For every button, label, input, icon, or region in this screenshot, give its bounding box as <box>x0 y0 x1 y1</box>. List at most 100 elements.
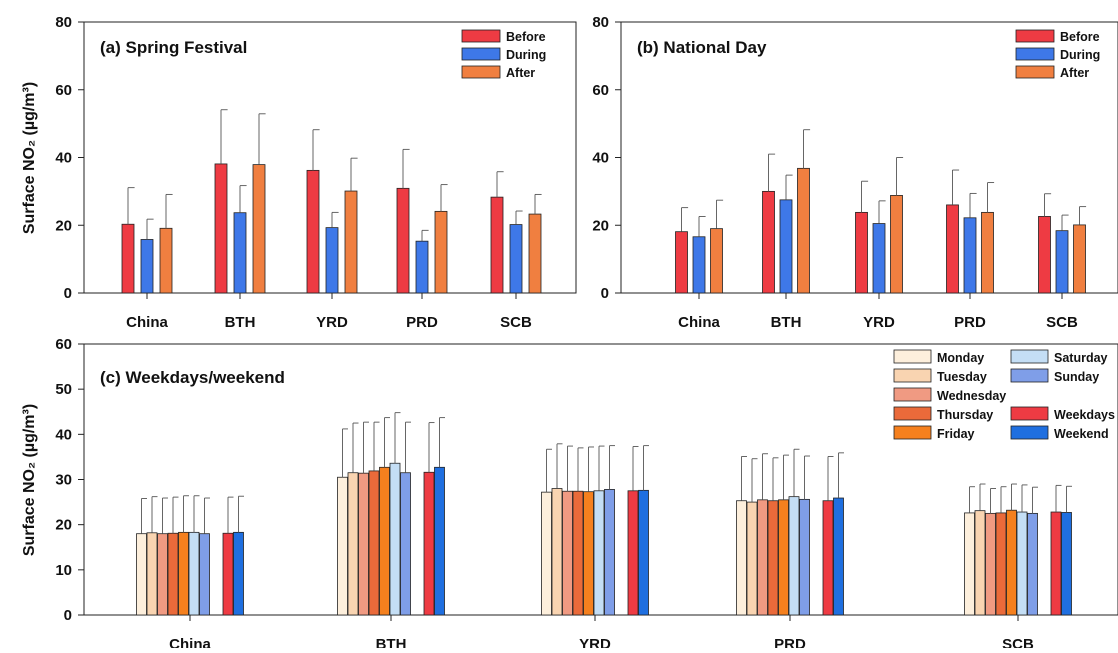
x-tick-label: YRD <box>316 314 348 331</box>
bar-tuesday-prd <box>746 501 758 616</box>
bar-before-china <box>121 223 135 294</box>
bar-wednesday-china <box>157 533 168 616</box>
bar-during-prd <box>415 240 429 294</box>
bar-after-scb <box>528 213 542 294</box>
y-tick-label: 30 <box>55 472 72 489</box>
bar-wednesday-prd <box>757 499 768 616</box>
bar-weekend-china <box>233 531 244 616</box>
legend-label-during: During <box>1060 48 1100 62</box>
bar-friday-prd <box>778 499 789 616</box>
bar-before-prd <box>946 204 959 294</box>
bar-weekdays-prd <box>822 500 834 616</box>
bar-sunday-bth <box>400 472 411 616</box>
panel-title: (b) National Day <box>637 38 767 57</box>
x-tick-label: PRD <box>774 636 806 648</box>
bar-during-yrd <box>872 223 886 294</box>
bar-after-scb <box>1073 224 1086 294</box>
y-tick-label: 20 <box>55 217 72 234</box>
legend-label-after: After <box>506 66 535 80</box>
y-tick-label: 40 <box>592 150 609 167</box>
bar-during-prd <box>963 217 977 294</box>
bar-before-bth <box>214 163 228 294</box>
bar-friday-china <box>178 531 189 616</box>
chart-panel-2: 0 20 40 60 80 (b) National Day China BTH YRD PRD S… <box>592 14 1118 331</box>
bar-before-china <box>675 231 688 294</box>
bar-weekdays-yrd <box>627 490 639 616</box>
bar-weekdays-scb <box>1050 511 1062 616</box>
legend-label-saturday: Saturday <box>1054 351 1108 365</box>
x-tick-label: SCB <box>1046 314 1078 331</box>
bar-sunday-yrd <box>604 489 615 616</box>
bar-weekdays-bth <box>423 471 435 616</box>
legend-label-friday: Friday <box>937 427 975 441</box>
bar-saturday-prd <box>788 496 800 616</box>
chart-panel-1: 0 20 40 60 80 (a) Spring Festival Surface NO₂ … <box>21 14 577 331</box>
x-tick-label: YRD <box>579 636 611 648</box>
y-tick-label: 0 <box>64 607 72 624</box>
legend-swatch-before <box>1015 29 1055 43</box>
y-tick-label: 20 <box>55 517 72 534</box>
y-tick-label: 0 <box>64 285 72 302</box>
bar-during-bth <box>779 199 793 294</box>
legend-label-monday: Monday <box>937 351 984 365</box>
bar-tuesday-yrd <box>551 488 563 616</box>
bar-after-china <box>710 228 723 294</box>
bar-wednesday-yrd <box>562 490 573 616</box>
legend-label-before: Before <box>506 30 546 44</box>
x-tick-label: SCB <box>500 314 532 331</box>
y-tick-label: 80 <box>55 14 72 31</box>
bar-after-yrd <box>344 190 358 294</box>
legend-swatch-after <box>461 65 501 79</box>
bar-weekend-prd <box>833 497 844 616</box>
bar-after-prd <box>434 210 448 294</box>
legend-swatch-saturday <box>1010 349 1049 364</box>
bar-before-yrd <box>306 169 320 294</box>
bar-sunday-china <box>199 533 210 616</box>
bar-saturday-scb <box>1016 511 1028 616</box>
y-tick-label: 60 <box>592 82 609 99</box>
bar-friday-yrd <box>583 491 594 616</box>
bar-saturday-china <box>188 531 200 616</box>
bar-weekend-scb <box>1061 512 1072 616</box>
x-tick-label: PRD <box>406 314 438 331</box>
legend: Before During After <box>461 29 546 80</box>
y-tick-label: 40 <box>55 150 72 167</box>
bar-thursday-bth <box>368 470 380 616</box>
panel-title: (a) Spring Festival <box>100 38 247 57</box>
legend-swatch-weekdays <box>1010 406 1049 421</box>
x-tick-label: China <box>169 636 211 648</box>
legend: Monday Tuesday Wednesday Thursday Friday Satu… <box>893 349 1115 441</box>
bar-saturday-bth <box>389 462 401 616</box>
y-tick-label: 20 <box>592 217 609 234</box>
y-tick-label: 60 <box>55 336 72 353</box>
bar-friday-bth <box>379 466 390 616</box>
legend-label-wednesday: Wednesday <box>937 389 1006 403</box>
y-tick-label: 0 <box>601 285 609 302</box>
panel-title: (c) Weekdays/weekend <box>100 368 285 387</box>
legend-label-during: During <box>506 48 546 62</box>
bar-monday-prd <box>736 500 747 616</box>
bar-sunday-prd <box>799 498 810 616</box>
legend-label-weekend: Weekend <box>1054 427 1109 441</box>
bar-before-bth <box>762 190 775 294</box>
legend-swatch-monday <box>893 349 932 364</box>
legend-swatch-before <box>461 29 501 43</box>
y-tick-label: 50 <box>55 381 72 398</box>
y-axis-title: Surface NO₂ (µg/m³) <box>21 82 38 234</box>
legend-swatch-friday <box>893 425 932 440</box>
bar-after-yrd <box>890 195 903 294</box>
legend-swatch-after <box>1015 65 1055 79</box>
bar-monday-scb <box>964 512 975 616</box>
bar-during-bth <box>233 212 247 294</box>
bar-thursday-prd <box>767 500 779 616</box>
bar-weekdays-china <box>222 532 234 616</box>
legend-swatch-during <box>461 47 501 61</box>
y-tick-label: 10 <box>55 562 72 579</box>
bar-wednesday-scb <box>985 512 996 616</box>
bar-tuesday-scb <box>974 510 986 616</box>
bar-before-prd <box>396 187 410 294</box>
bar-after-china <box>159 227 173 294</box>
bar-monday-yrd <box>541 491 552 616</box>
legend-swatch-during <box>1015 47 1055 61</box>
